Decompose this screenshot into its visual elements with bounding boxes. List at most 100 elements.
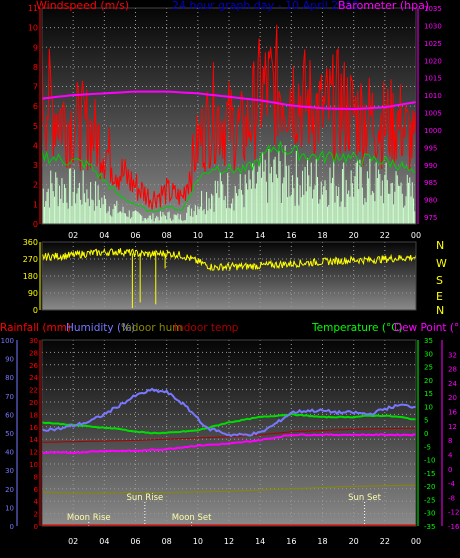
humidity-line (41, 387, 417, 438)
climate-x-tick-label: 06 (130, 537, 140, 546)
temperature-y-tick-label: -25 (424, 496, 435, 504)
event-label: Moon Set (172, 513, 212, 523)
direction-panel-border (41, 241, 417, 311)
dew-point-y-tick-label: 24 (448, 380, 457, 388)
rainfall-label: Rainfall (mm) (0, 322, 71, 334)
rainfall-y-tick-label: 8 (34, 473, 38, 481)
humidity-y-tick-label: 0 (10, 523, 14, 531)
rainfall-y-tick-label: 24 (29, 374, 38, 382)
barometer-y-tick-label: 1000 (424, 127, 442, 135)
dew-point-label: Dew Point (°C) (394, 322, 460, 334)
direction-y-tick-label: 90 (28, 289, 38, 298)
event-label: Sun Rise (126, 493, 163, 503)
dew-point-y-tick-label: -16 (448, 523, 460, 531)
wind-x-tick-label: 00 (411, 231, 421, 240)
climate-x-tick-label: 12 (224, 537, 234, 546)
wind-x-tick-label: 18 (317, 231, 327, 240)
rainfall-y-tick-label: 22 (29, 387, 38, 395)
climate-x-tick-label: 16 (286, 537, 296, 546)
temperature-y-tick-label: 35 (424, 337, 433, 345)
rainfall-y-tick-label: 16 (29, 424, 38, 432)
humidity-y-tick-label: 60 (5, 411, 14, 419)
wind-y-tick-label: 4 (33, 141, 38, 150)
humidity-y-tick-label: 100 (1, 337, 14, 345)
climate-x-tick-label: 20 (349, 537, 359, 546)
humidity-label: Humidity (%) (66, 322, 135, 334)
wind-y-tick-label: 10 (28, 24, 38, 33)
dew-point-y-tick-label: 32 (448, 351, 457, 359)
barometer-line (41, 90, 417, 111)
barometer-y-tick-label: 980 (424, 197, 437, 205)
climate-x-tick-label: 04 (99, 537, 109, 546)
temperature-y-tick-label: 10 (424, 403, 433, 411)
barometer-label: Barometer (hpa) (338, 0, 429, 12)
climate-x-tick-label: 08 (162, 537, 172, 546)
humidity-y-tick-label: 50 (5, 430, 14, 438)
rainfall-y-tick-label: 0 (34, 523, 38, 531)
wind-y-tick-label: 6 (33, 102, 38, 111)
temperature-y-tick-label: 0 (424, 430, 428, 438)
temperature-y-tick-label: 20 (424, 377, 433, 385)
compass-w: W (436, 257, 447, 270)
indoor-hum-line (41, 484, 416, 494)
wind-speed-line (41, 24, 417, 210)
rainfall-y-tick-label: 20 (29, 399, 38, 407)
temperature-y-tick-label: 25 (424, 364, 433, 372)
barometer-y-tick-label: 990 (424, 162, 437, 170)
compass-n-top: N (436, 239, 444, 252)
wind-y-tick-label: 7 (33, 83, 38, 92)
direction-y-tick-label: 0 (33, 306, 38, 315)
temperature-y-tick-label: -15 (424, 470, 435, 478)
direction-y-tick-label: 180 (23, 272, 38, 281)
event-label: Sun Set (348, 493, 381, 503)
humidity-y-tick-label: 40 (5, 449, 14, 457)
humidity-y-tick-label: 10 (5, 504, 14, 512)
humidity-y-tick-label: 70 (5, 393, 14, 401)
compass-s: S (436, 274, 443, 287)
rainfall-y-tick-label: 18 (29, 411, 38, 419)
barometer-y-tick-label: 985 (424, 179, 437, 187)
wind-y-tick-label: 8 (33, 63, 38, 72)
temperature-y-tick-label: 15 (424, 390, 433, 398)
dew-point-line (41, 433, 417, 455)
graph-title: 24 hour graph day - 10 April 2015 (172, 0, 359, 12)
humidity-y-tick-label: 20 (5, 486, 14, 494)
indoor-temp-line (42, 427, 417, 443)
rainfall-y-tick-label: 6 (34, 486, 39, 494)
climate-x-tick-label: 00 (411, 537, 421, 546)
barometer-y-tick-label: 1010 (424, 92, 442, 100)
rainfall-y-tick-label: 10 (29, 461, 38, 469)
temperature-y-tick-label: -20 (424, 483, 435, 491)
barometer-y-tick-label: 1015 (424, 75, 442, 83)
rainfall-y-tick-label: 2 (34, 511, 38, 519)
rainfall-y-tick-label: 14 (29, 436, 38, 444)
rainfall-y-tick-label: 4 (34, 498, 39, 506)
direction-y-tick-label: 270 (23, 255, 38, 264)
barometer-y-tick-label: 1030 (424, 22, 442, 30)
climate-x-tick-label: 10 (193, 537, 203, 546)
climate-x-tick-label: 22 (380, 537, 390, 546)
wind-y-tick-label: 5 (33, 122, 38, 131)
wind-x-tick-label: 10 (193, 231, 203, 240)
wind-x-tick-label: 16 (286, 231, 296, 240)
wind-y-tick-label: 2 (33, 181, 38, 190)
indoor-hum-label: Indoor hum (122, 322, 182, 334)
dew-point-y-tick-label: 4 (448, 451, 453, 459)
temperature-y-tick-label: -35 (424, 523, 435, 531)
rainfall-y-tick-label: 28 (29, 349, 38, 357)
event-label: Moon Rise (67, 513, 111, 523)
barometer-y-tick-label: 995 (424, 144, 437, 152)
dew-point-y-tick-label: -8 (448, 494, 455, 502)
temperature-y-tick-label: -5 (424, 443, 431, 451)
climate-x-tick-label: 14 (255, 537, 265, 546)
climate-x-tick-label: 02 (68, 537, 78, 546)
wind-y-tick-label: 11 (28, 4, 38, 13)
humidity-y-tick-label: 30 (5, 467, 14, 475)
rainfall-y-tick-label: 26 (29, 362, 38, 370)
barometer-y-tick-label: 975 (424, 214, 437, 222)
wind-x-tick-label: 12 (224, 231, 234, 240)
climate-x-tick-label: 18 (317, 537, 327, 546)
humidity-y-tick-label: 90 (5, 356, 14, 364)
